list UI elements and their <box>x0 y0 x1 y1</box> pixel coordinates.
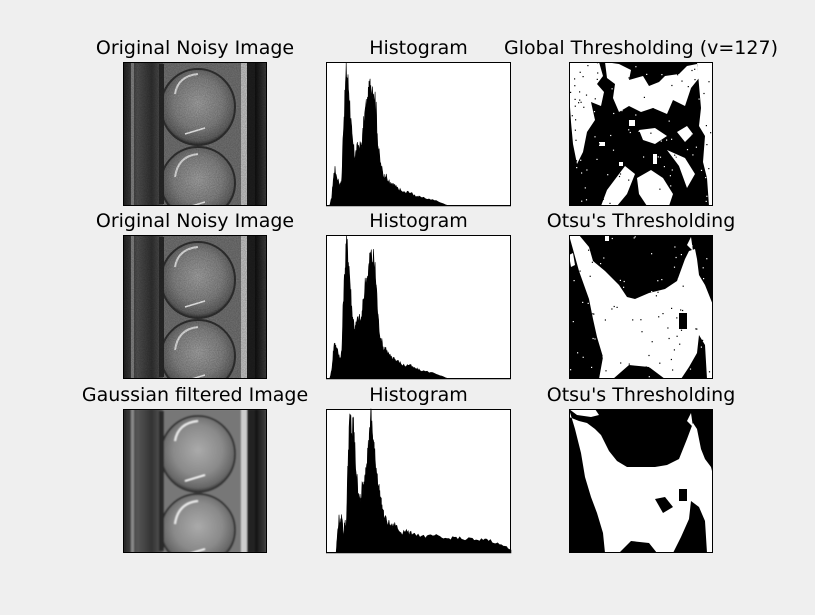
threshold-panel <box>569 62 713 206</box>
threshold-frame <box>569 62 713 206</box>
threshold-panel <box>569 235 713 379</box>
histogram-title: Histogram <box>369 37 468 59</box>
image-panel <box>123 62 267 206</box>
threshold-title: Global Thresholding (v=127) <box>504 37 778 59</box>
image-title: Original Noisy Image <box>96 37 294 59</box>
histogram-frame <box>326 409 511 553</box>
histogram-area <box>326 61 511 207</box>
image-frame <box>123 409 267 553</box>
image-title: Gaussian filtered Image <box>82 384 308 406</box>
histogram-area <box>326 408 512 554</box>
threshold-title: Otsu's Thresholding <box>547 384 736 406</box>
threshold-panel <box>569 409 713 553</box>
image-panel <box>123 409 267 553</box>
histogram-area <box>326 234 511 380</box>
image-frame <box>123 235 267 379</box>
histogram-title: Histogram <box>369 210 468 232</box>
threshold-frame <box>569 235 713 379</box>
image-title: Original Noisy Image <box>96 210 294 232</box>
image-frame <box>123 62 267 206</box>
histogram-title: Histogram <box>369 384 468 406</box>
threshold-title: Otsu's Thresholding <box>547 210 736 232</box>
histogram-frame <box>326 62 511 206</box>
panels: Original Noisy Image Histogram Global Thre… <box>82 37 778 554</box>
image-panel <box>123 235 267 379</box>
histogram-frame <box>326 235 511 379</box>
threshold-frame <box>569 409 713 553</box>
